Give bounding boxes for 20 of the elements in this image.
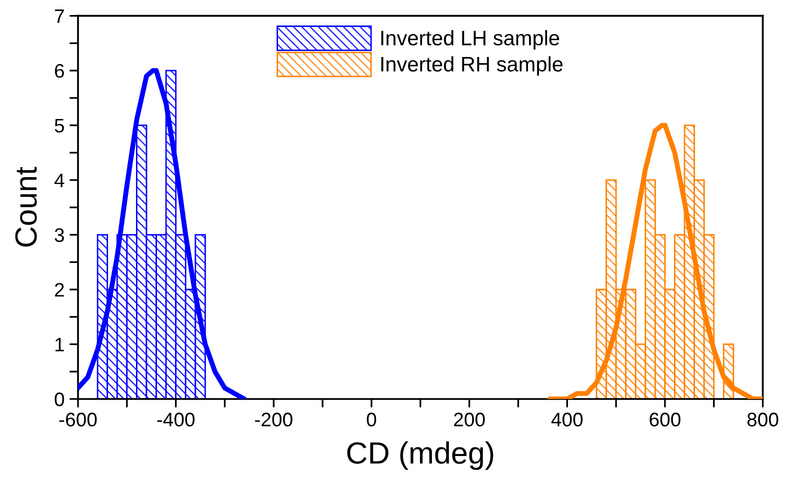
- x-tick-label: 800: [747, 412, 778, 426]
- y-tick-label: 1: [55, 338, 64, 352]
- x-axis-title: CD (mdeg): [347, 441, 494, 470]
- x-tick-label: -400: [157, 412, 195, 426]
- y-tick-label: 4: [54, 174, 64, 188]
- y-tick-label: 3: [54, 228, 64, 242]
- y-tick-label: 7: [55, 10, 64, 23]
- y-tick-label: 2: [54, 282, 64, 297]
- y-axis-title: Count: [15, 166, 37, 247]
- x-tick-label: -200: [255, 412, 292, 426]
- y-tick-label: 5: [54, 118, 64, 133]
- x-tick-label: 400: [551, 412, 583, 426]
- legend-label: Inverted LH sample: [381, 30, 560, 50]
- x-tick-label: -600: [59, 412, 97, 426]
- y-tick-label: 6: [54, 64, 64, 78]
- x-tick-label: 0: [366, 412, 376, 426]
- y-tick-label: 0: [54, 392, 64, 406]
- x-tick-label: 200: [454, 412, 485, 426]
- x-tick-label: 600: [650, 412, 680, 426]
- legend-label: Inverted RH sample: [381, 56, 563, 76]
